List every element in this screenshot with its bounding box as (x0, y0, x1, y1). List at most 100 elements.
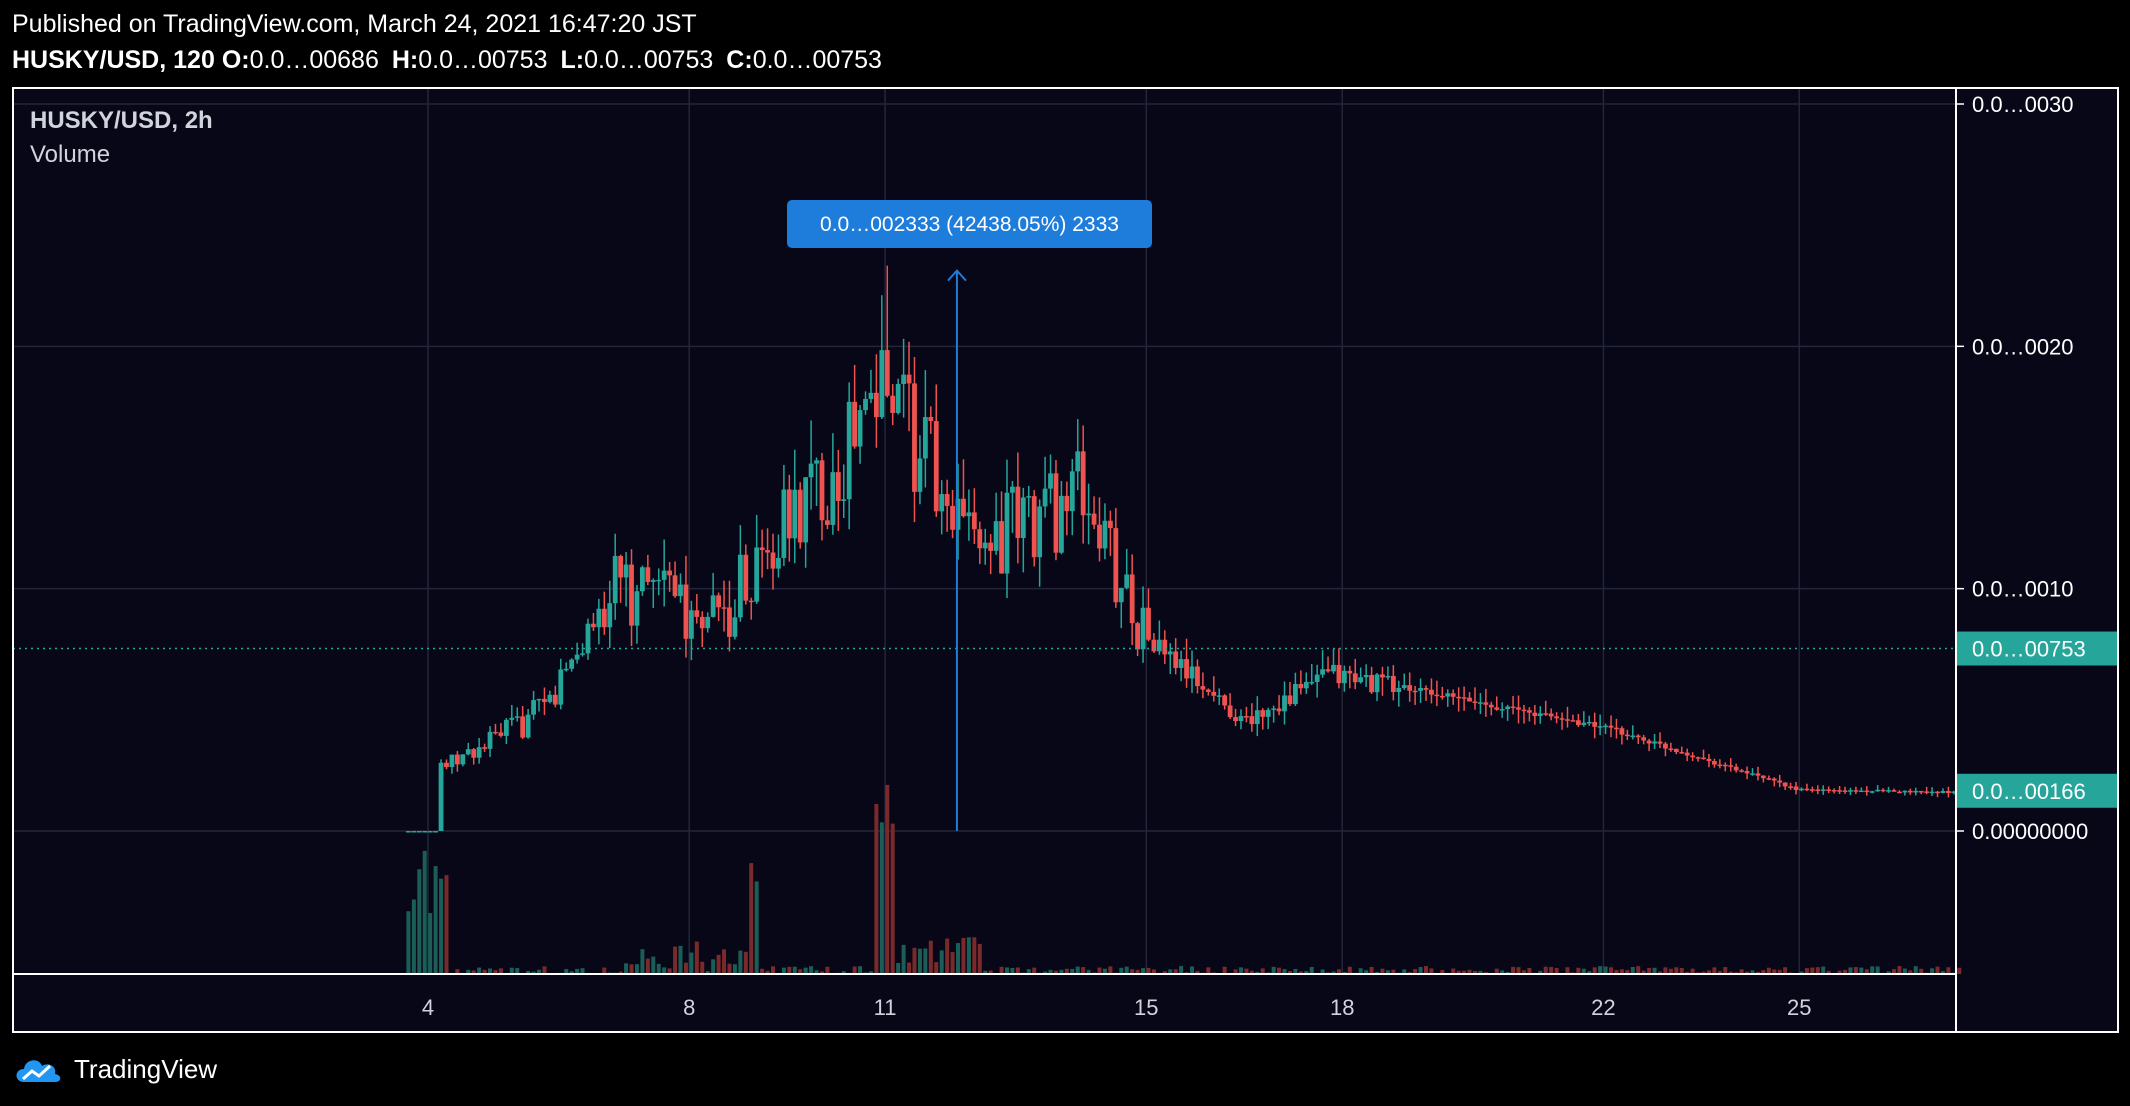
candle-body (612, 555, 618, 604)
candle-body (1059, 495, 1064, 553)
candle-body (1728, 765, 1734, 767)
candle-body (1505, 706, 1511, 710)
candle-body (1695, 757, 1701, 759)
volume-bar (1075, 966, 1080, 974)
candle-body (1603, 725, 1608, 728)
candle-body (1075, 451, 1081, 472)
candle-body (1575, 720, 1581, 726)
volume-bar (1086, 970, 1091, 974)
volume-bar (1592, 967, 1597, 974)
volume-bar (1712, 967, 1717, 974)
volume-bar (1957, 967, 1962, 974)
volume-bar (1641, 970, 1646, 974)
candle-body (1347, 670, 1353, 674)
volume-bar (1619, 969, 1624, 974)
candle-body (901, 374, 907, 384)
volume-bar (1516, 967, 1521, 974)
volume-bar (1750, 970, 1755, 974)
candle-body (944, 494, 950, 506)
volume-bar (1886, 971, 1891, 974)
candle-body (1510, 706, 1516, 709)
x-tick-label: 4 (422, 995, 434, 1020)
x-tick-label: 15 (1134, 995, 1158, 1020)
candle-body (1407, 685, 1413, 691)
volume-bar (564, 969, 569, 974)
volume-bar (912, 947, 917, 974)
ohlc-line: HUSKY/USD, 120 O:0.0…00686 H:0.0…00753 L… (12, 42, 888, 78)
volume-bar (477, 967, 482, 974)
volume-bar (689, 952, 694, 974)
volume-bars (406, 784, 1962, 974)
volume-bar (907, 962, 912, 974)
candle-body (1227, 705, 1233, 718)
candle-body (552, 694, 558, 705)
volume-bar (1728, 971, 1733, 974)
candle-body (1842, 790, 1848, 792)
volume-bar (1287, 970, 1292, 974)
candle-body (460, 754, 466, 765)
volume-bar (493, 970, 498, 974)
volume-bar (455, 969, 460, 974)
volume-bar (966, 937, 971, 974)
volume-bar (792, 966, 797, 974)
candle-body (1597, 726, 1603, 728)
volume-bar (471, 970, 476, 974)
volume-bar (1151, 969, 1156, 974)
price-axis[interactable]: 0.00000000 0.0…0010 0.0…0020 0.0…0030 (1956, 92, 2088, 844)
volume-bar (1902, 968, 1907, 974)
candle-body (1429, 689, 1434, 695)
volume-bar (1244, 968, 1249, 974)
volume-bar (1108, 966, 1113, 974)
volume-bar (1581, 968, 1586, 974)
candle-body (841, 499, 847, 501)
candle-body (863, 398, 868, 411)
candle-body (569, 659, 575, 669)
candle-body (1760, 775, 1766, 779)
candle-body (1303, 681, 1309, 689)
candle-body (1706, 758, 1712, 762)
y-tick-label: 0.0…0020 (1972, 334, 2074, 359)
measure-label: 0.0…002333 (42438.05%) 2333 (820, 213, 1119, 236)
volume-bar (771, 966, 776, 974)
ohlc-value: 0.0…00686 (249, 46, 379, 74)
candle-body (977, 529, 983, 549)
price-badge (1957, 773, 2117, 808)
candle-body (759, 547, 765, 551)
candle-body (1167, 651, 1173, 655)
volume-bar (629, 964, 634, 974)
volume-bar (1282, 969, 1287, 974)
ohlc-values: O:0.0…00686 H:0.0…00753 L:0.0…00753 C:0.… (222, 46, 888, 74)
volume-bar (1255, 971, 1260, 974)
candle-body (1793, 786, 1799, 790)
volume-bar (1462, 970, 1467, 974)
candle-body (1260, 710, 1266, 717)
volume-bar (575, 968, 580, 974)
volume-bar (1701, 971, 1706, 974)
candle-body (1336, 664, 1342, 684)
volume-bar (1674, 967, 1679, 974)
volume-bar (1331, 971, 1336, 974)
time-axis[interactable]: 4 8 11 15 18 22 25 (422, 995, 1812, 1020)
volume-bar (988, 970, 993, 974)
candle-body (1249, 716, 1255, 725)
candle-body (906, 374, 912, 384)
volume-bar (1342, 971, 1347, 974)
volume-bar (1875, 966, 1880, 974)
candle-body (754, 547, 760, 602)
volume-bar (1026, 969, 1031, 974)
candle-body (536, 698, 542, 701)
candle-body (1929, 791, 1935, 794)
candle-body (1494, 707, 1500, 710)
price-badge (1957, 631, 2117, 666)
candle-body (493, 731, 498, 734)
volume-bar (890, 823, 895, 974)
candle-body (1293, 683, 1298, 705)
volume-bar (1347, 966, 1352, 974)
candle-body (1586, 721, 1592, 724)
volume-bar (1102, 968, 1107, 974)
volume-bar (422, 850, 427, 974)
volume-bar (1195, 970, 1200, 974)
volume-bar (537, 969, 542, 974)
volume-bar (1679, 967, 1684, 974)
